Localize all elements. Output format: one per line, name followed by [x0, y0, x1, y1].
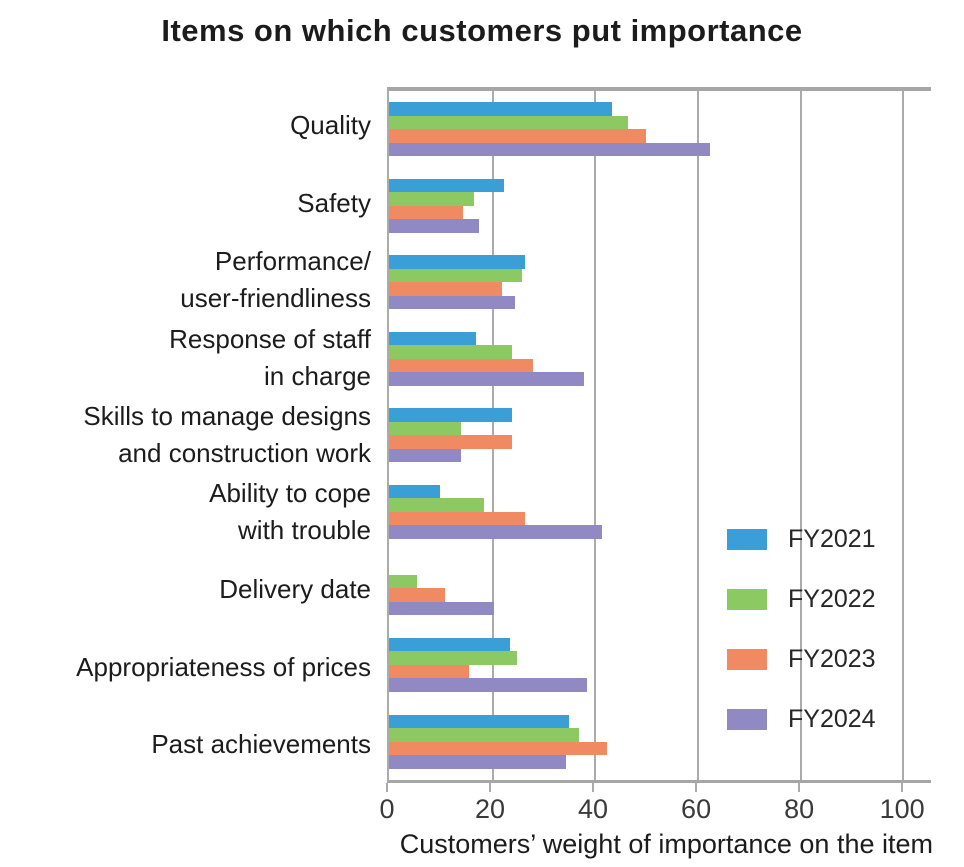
bar-fy2021: [389, 178, 505, 193]
bar-group: [389, 244, 931, 321]
category-label: Ability to cope with trouble: [209, 478, 371, 546]
category-label: Delivery date: [219, 574, 371, 605]
category-label: Quality: [290, 110, 371, 141]
bar-fy2022: [389, 651, 518, 665]
tick-label-80: 80: [784, 794, 815, 824]
bar-fy2022: [389, 115, 628, 129]
gridline-80: [799, 91, 802, 780]
tick-mark-20: [489, 783, 492, 792]
bar-fy2021: [389, 714, 569, 728]
bar-fy2024: [389, 448, 461, 463]
chart-title: Items on which customers put importance: [161, 13, 803, 48]
legend-swatch-fy2022: [727, 589, 767, 610]
legend-swatch-fy2021: [727, 529, 767, 550]
bar-fy2023: [389, 282, 502, 296]
tick-mark-80: [798, 783, 801, 792]
bar-group: [389, 397, 931, 474]
plot-area: [387, 87, 931, 783]
legend-item-fy2021: FY2021: [727, 525, 876, 553]
bar-fy2021: [389, 255, 525, 269]
tick-label-40: 40: [578, 794, 609, 824]
bar-fy2024: [389, 678, 587, 692]
tick-mark-40: [592, 783, 595, 792]
bar-group: [389, 474, 931, 551]
bar-fy2023: [389, 741, 608, 755]
bar-fy2022: [389, 192, 474, 206]
bar-group: [389, 550, 931, 627]
bar-groups: [389, 91, 931, 780]
gridline-40: [594, 91, 597, 780]
bar-fy2021: [389, 331, 477, 346]
bar-fy2023: [389, 358, 533, 373]
x-axis-title: Customers’ weight of importance on the i…: [399, 829, 933, 859]
tick-label-20: 20: [474, 794, 506, 824]
bar-fy2024: [389, 525, 602, 539]
legend-swatch-fy2024: [727, 709, 767, 730]
bar-fy2023: [389, 664, 469, 679]
category-label: Safety: [297, 187, 371, 218]
legend-swatch-fy2023: [727, 649, 767, 670]
gridline-60: [696, 91, 699, 780]
bar-fy2022: [389, 728, 579, 742]
tick-label-100: 100: [879, 794, 925, 824]
x-axis-tick-row: 0 20 40 60 80 100: [379, 783, 931, 829]
plot-wrap: 0 20 40 60 80 100: [379, 87, 931, 829]
tick-label-60: 60: [681, 794, 712, 824]
bar-fy2024: [389, 601, 495, 616]
legend-label-fy2024: FY2024: [788, 705, 876, 733]
bar-fy2022: [389, 498, 484, 512]
bar-group: [389, 627, 931, 704]
bar-fy2022: [389, 421, 461, 436]
gridline-100: [902, 91, 905, 780]
bar-fy2023: [389, 205, 464, 220]
bar-fy2023: [389, 511, 525, 526]
bar-fy2024: [389, 219, 479, 233]
bar-fy2023: [389, 435, 513, 449]
tick-mark-0: [386, 783, 388, 792]
bar-fy2023: [389, 588, 446, 602]
legend: FY2021 FY2022 FY2023 FY2024: [727, 525, 876, 769]
legend-label-fy2022: FY2022: [788, 585, 876, 613]
category-label: Past achievements: [151, 728, 371, 759]
bar-fy2023: [389, 129, 646, 143]
bar-group: [389, 91, 931, 168]
bar-fy2021: [389, 102, 613, 116]
legend-label-fy2021: FY2021: [788, 525, 876, 553]
chart-body: Quality Safety Performance/ user-friendlin…: [0, 87, 931, 829]
legend-label-fy2023: FY2023: [788, 645, 876, 673]
tick-mark-60: [695, 783, 698, 792]
legend-item-fy2022: FY2022: [727, 585, 876, 613]
bar-fy2022: [389, 574, 418, 589]
bar-group: [389, 168, 931, 245]
bar-fy2024: [389, 372, 585, 386]
category-label: Appropriateness of prices: [76, 651, 371, 682]
category-label: Skills to manage designs and constructio…: [83, 401, 371, 468]
category-label: Response of staff in charge: [169, 323, 371, 391]
bar-fy2022: [389, 268, 523, 283]
category-labels: Quality Safety Performance/ user-friendlin…: [0, 87, 387, 783]
bar-group: [389, 704, 931, 781]
legend-item-fy2023: FY2023: [727, 645, 876, 673]
tick-mark-100: [901, 783, 904, 792]
bar-fy2024: [389, 295, 515, 310]
bar-fy2024: [389, 142, 710, 156]
bar-fy2021: [389, 637, 510, 652]
bar-fy2021: [389, 484, 441, 499]
legend-item-fy2024: FY2024: [727, 705, 876, 733]
bar-fy2022: [389, 345, 513, 359]
bar-fy2021: [389, 408, 513, 422]
bar-fy2024: [389, 755, 567, 769]
category-label: Performance/ user-friendliness: [180, 246, 371, 314]
tick-label-0: 0: [379, 794, 395, 824]
bar-group: [389, 321, 931, 398]
